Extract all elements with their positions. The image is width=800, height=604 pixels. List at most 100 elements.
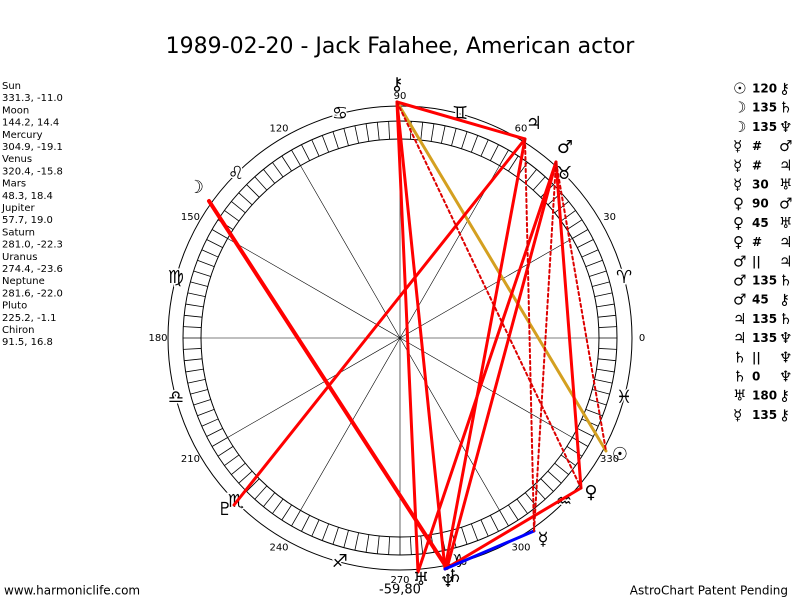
aspect-glyph: ☿ [733,137,742,155]
aspect-glyph: ♄ [779,272,792,290]
aspect-glyph: ♄ [779,99,792,117]
planet-glyphs: ☉ ☽ ☿ ♀ ♂ ♃ ♄ ♅ ♆ ♇ ⚷ [188,74,628,592]
footer-left: www.harmoniclife.com [4,584,140,598]
aspect-glyph: ♂ [733,272,746,290]
aspect-glyph: ☉ [733,80,746,98]
spoke [227,238,401,339]
aspect-line [554,160,583,490]
band-tick [516,498,528,514]
band-tick [560,210,576,222]
bottom-label: -59,80 [379,583,421,598]
band-tick [254,176,268,191]
spoke [399,337,500,511]
degree-label: 330 [600,454,619,465]
band-tick [581,249,599,258]
band-tick [332,527,339,545]
band-tick [376,122,380,141]
aspect-line [443,529,536,571]
band-tick [540,478,554,492]
zodiac-glyph: ♎ [168,387,184,408]
planet-coords: 281.6, -22.0 [2,288,63,299]
planet-name: Pluto [2,301,27,312]
aspect-angle: 135 [752,101,777,115]
planet-coords: 281.0, -22.3 [2,240,63,251]
aspect-line [443,137,527,571]
spoke [399,165,500,339]
band-tick [596,368,615,373]
band-tick [388,121,390,140]
band-tick [554,201,569,214]
planet-name: Sun [2,81,21,92]
aspect-glyph: ♅ [779,176,792,194]
band-tick [589,270,607,277]
aspect-glyph: ☽ [733,99,746,117]
aspect-glyph: ⚷ [779,406,790,424]
aspect-line [524,138,535,532]
band-tick [206,239,223,249]
band-tick [461,131,468,149]
aspect-angle: || [752,254,761,268]
planet-name: Neptune [2,276,45,287]
zodiac-glyph: ♈ [616,267,632,288]
planet-glyph: ☉ [612,444,628,465]
aspect-glyph: ♂ [733,291,746,309]
band-tick [272,162,284,178]
planet-glyph: ♇ [217,499,233,520]
wheel: 0306090120150180210240270300330♈♉♊♋♌♍♎♏♐… [148,91,645,586]
band-tick [532,176,546,191]
band-tick [246,184,260,198]
aspect-angle: # [752,235,762,249]
zodiac-glyph: ♍ [168,267,184,288]
planet-coords: 48.3, 18.4 [2,191,53,202]
band-tick [554,462,569,475]
aspect-glyph: ☿ [733,156,742,174]
band-tick [263,169,276,184]
band-tick [585,259,603,268]
aspect-lines [207,100,608,574]
aspect-line [555,161,607,452]
band-tick [238,192,253,206]
band-tick [185,368,204,373]
aspect-list: ☉ 120 ⚷☽ 135 ♄☽ 135 ♆☿ # ♂☿ # ♃☿ 30 ♅♀ 90 ♂♀ 45 ♅♀ # ♃♂ || ♃… [733,80,792,424]
band-tick [184,314,203,318]
aspect-angle: # [752,139,762,153]
band-tick [572,229,589,239]
footer-right: AstroChart Patent Pending [630,584,788,598]
spoke [227,337,401,438]
planet-coords: 91.5, 16.8 [2,337,53,348]
planet-coords: 57.7, 19.0 [2,215,53,226]
band-tick [598,326,617,328]
aspect-angle: 180 [752,389,777,403]
band-tick [272,498,284,514]
spoke [399,337,573,438]
degree-label: 120 [269,123,288,134]
band-tick [547,470,562,484]
aspect-angle: 135 [752,120,777,134]
aspect-glyph: ♃ [733,329,746,347]
band-tick [594,378,613,384]
planet-glyph: ♃ [526,113,542,134]
band-tick [592,281,610,287]
aspect-glyph: ♂ [779,195,792,213]
band-tick [388,536,390,555]
band-tick [596,303,615,308]
title: 1989-02-20 - Jack Falahee, American acto… [166,34,636,59]
planet-name: Chiron [2,325,34,336]
aspect-angle: || [752,350,761,364]
band-tick [254,485,268,500]
band-tick [190,389,208,395]
aspect-glyph: ♅ [779,214,792,232]
aspect-angle: 45 [752,216,769,230]
zodiac-glyph: ♋ [332,103,348,124]
band-tick [190,281,208,287]
planet-coords: 320.4, -15.8 [2,166,63,177]
band-tick [263,492,276,507]
aspect-line [395,100,527,141]
aspect-line [533,161,557,532]
aspect-glyph: ♃ [779,252,792,270]
band-tick [193,399,211,406]
band-tick [291,149,301,166]
planet-glyph: ☿ [537,529,548,550]
